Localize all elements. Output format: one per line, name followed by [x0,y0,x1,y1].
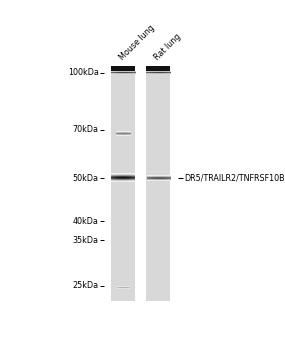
Text: DR5/TRAILR2/TNFRSF10B: DR5/TRAILR2/TNFRSF10B [184,174,285,183]
Text: 25kDa: 25kDa [72,281,99,290]
Bar [146,66,170,301]
Text: 40kDa: 40kDa [73,217,99,226]
Bar [111,66,135,71]
Bar [146,66,170,71]
Text: 35kDa: 35kDa [73,236,99,245]
Text: Rat lung: Rat lung [153,32,183,62]
Text: 50kDa: 50kDa [73,174,99,183]
Text: 70kDa: 70kDa [73,125,99,134]
Text: 100kDa: 100kDa [68,69,99,77]
Bar [111,66,135,301]
Text: Mouse lung: Mouse lung [118,23,156,62]
